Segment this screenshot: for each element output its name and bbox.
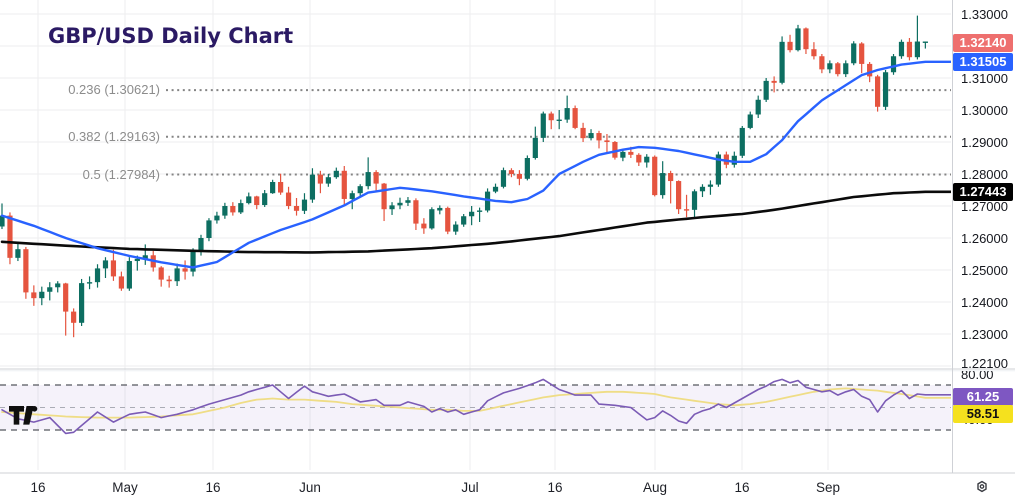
fib-label-0382[interactable]: 0.382 (1.29163): [68, 129, 160, 144]
rsi-value-badge: 61.25: [953, 388, 1013, 406]
price-tick: 1.26000: [961, 231, 1008, 246]
rsi-ma-value-badge: 58.51: [953, 405, 1013, 423]
time-tick: 16: [547, 480, 563, 495]
price-axis[interactable]: 1.33000 1.31000 1.30000 1.29000 1.28000 1.270…: [952, 0, 1015, 369]
time-tick: Jul: [461, 480, 479, 495]
price-tick: 1.22100: [961, 356, 1008, 369]
fib-label-05[interactable]: 0.5 (1.27984): [82, 167, 160, 182]
fib-label-0236[interactable]: 0.236 (1.30621): [68, 82, 160, 97]
price-tick: 1.25000: [961, 263, 1008, 278]
time-tick: 16: [734, 480, 750, 495]
price-tick: 1.31000: [961, 71, 1008, 86]
price-tick: 1.27000: [961, 199, 1008, 214]
rsi-axis-top-label: 80.00: [961, 371, 994, 382]
time-axis[interactable]: 16 May 16 Jun Jul 16 Aug 16 Sep: [0, 477, 1015, 497]
time-tick: Sep: [815, 480, 841, 495]
time-tick: Jun: [299, 480, 321, 495]
price-tick: 1.33000: [961, 7, 1008, 22]
price-tick: 1.24000: [961, 295, 1008, 310]
time-tick: 16: [205, 480, 221, 495]
blue-ma-value-badge: 1.31505: [953, 53, 1013, 71]
price-tick: 1.29000: [961, 135, 1008, 150]
chart-title: GBP/USD Daily Chart: [48, 24, 294, 48]
time-tick: 16: [30, 480, 46, 495]
tradingview-logo[interactable]: [8, 405, 40, 427]
price-tick: 1.30000: [961, 103, 1008, 118]
price-tick: 1.23000: [961, 327, 1008, 342]
black-ma-value-badge: 1.27443: [953, 183, 1013, 201]
axis-settings-gear-icon[interactable]: [973, 478, 991, 495]
last-price-badge: 1.32140: [953, 34, 1013, 52]
time-tick: May: [112, 480, 138, 495]
time-tick: Aug: [642, 480, 668, 495]
price-tick: 1.28000: [961, 167, 1008, 182]
